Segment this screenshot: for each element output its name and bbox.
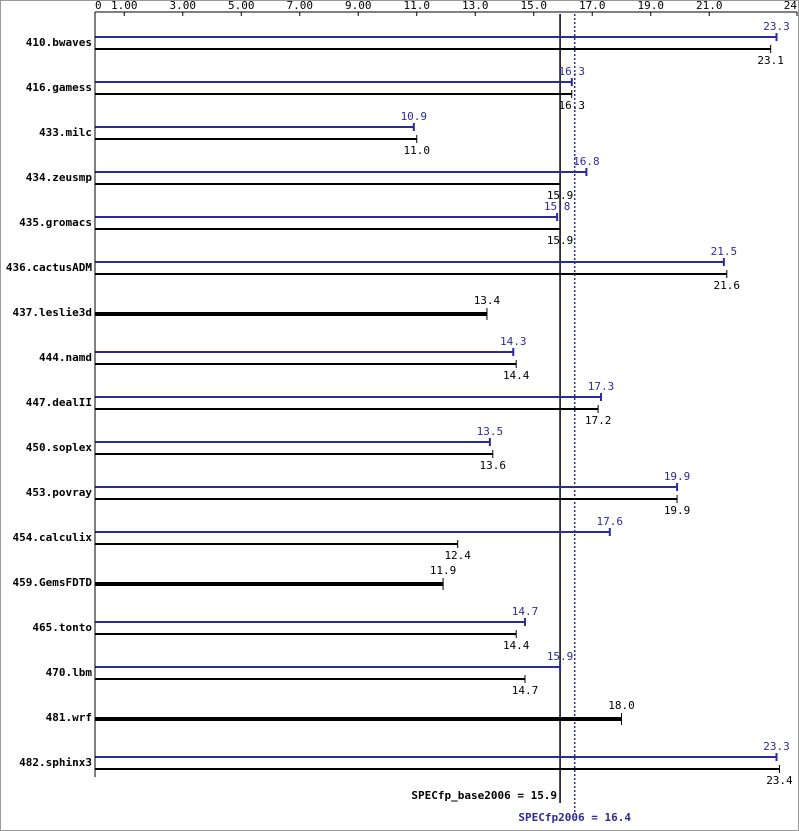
x-tick-label: 7.00 bbox=[287, 0, 314, 12]
category-label: 482.sphinx3 bbox=[19, 756, 92, 769]
value-label: 14.3 bbox=[500, 335, 527, 348]
value-label: 13.4 bbox=[474, 294, 501, 307]
category-label: 470.lbm bbox=[46, 666, 93, 679]
category-label: 433.milc bbox=[39, 126, 92, 139]
category-label: 481.wrf bbox=[46, 711, 92, 724]
value-label: 13.5 bbox=[477, 425, 504, 438]
value-label: 14.4 bbox=[503, 639, 530, 652]
x-tick-label: 13.0 bbox=[462, 0, 489, 12]
x-tick-label: 24.0 bbox=[784, 0, 799, 12]
value-label: 19.9 bbox=[664, 504, 691, 517]
x-tick-label: 15.0 bbox=[521, 0, 548, 12]
x-tick-label: 3.00 bbox=[170, 0, 197, 12]
value-label: 23.3 bbox=[763, 740, 790, 753]
value-label: 16.3 bbox=[559, 65, 586, 78]
value-label: 15.8 bbox=[544, 200, 571, 213]
value-label: 14.4 bbox=[503, 369, 530, 382]
x-tick-label: 11.0 bbox=[404, 0, 431, 12]
category-label: 410.bwaves bbox=[26, 36, 92, 49]
value-label: 17.2 bbox=[585, 414, 612, 427]
value-label: 11.0 bbox=[404, 144, 431, 157]
x-tick-label: 1.00 bbox=[111, 0, 138, 12]
category-label: 416.gamess bbox=[26, 81, 92, 94]
category-label: 454.calculix bbox=[13, 531, 93, 544]
value-label: 12.4 bbox=[444, 549, 471, 562]
reference-label: SPECfp_base2006 = 15.9 bbox=[411, 789, 557, 802]
x-tick-label: 21.0 bbox=[696, 0, 723, 12]
category-label: 434.zeusmp bbox=[26, 171, 93, 184]
value-label: 23.3 bbox=[763, 20, 790, 33]
x-tick-label: 0 bbox=[95, 0, 102, 12]
value-label: 21.6 bbox=[714, 279, 741, 292]
category-label: 447.dealII bbox=[26, 396, 92, 409]
value-label: 18.0 bbox=[608, 699, 635, 712]
value-label: 10.9 bbox=[401, 110, 428, 123]
value-label: 17.6 bbox=[597, 515, 624, 528]
value-label: 15.9 bbox=[547, 189, 574, 202]
value-label: 19.9 bbox=[664, 470, 691, 483]
value-label: 14.7 bbox=[512, 684, 539, 697]
category-label: 437.leslie3d bbox=[13, 306, 92, 319]
value-label: 17.3 bbox=[588, 380, 615, 393]
x-tick-label: 19.0 bbox=[638, 0, 665, 12]
value-label: 11.9 bbox=[430, 564, 457, 577]
category-label: 436.cactusADM bbox=[6, 261, 92, 274]
x-tick-label: 5.00 bbox=[228, 0, 255, 12]
value-label: 14.7 bbox=[512, 605, 539, 618]
reference-label: SPECfp2006 = 16.4 bbox=[518, 811, 631, 824]
value-label: 15.9 bbox=[547, 650, 574, 663]
value-label: 15.9 bbox=[547, 234, 574, 247]
category-label: 450.soplex bbox=[26, 441, 93, 454]
category-label: 459.GemsFDTD bbox=[13, 576, 93, 589]
x-tick-label: 9.00 bbox=[345, 0, 372, 12]
category-label: 444.namd bbox=[39, 351, 92, 364]
value-label: 13.6 bbox=[480, 459, 507, 472]
value-label: 23.4 bbox=[766, 774, 793, 787]
category-label: 453.povray bbox=[26, 486, 93, 499]
value-label: 16.8 bbox=[573, 155, 600, 168]
category-label: 465.tonto bbox=[32, 621, 92, 634]
x-tick-label: 17.0 bbox=[579, 0, 606, 12]
value-label: 16.3 bbox=[559, 99, 586, 112]
value-label: 23.1 bbox=[757, 54, 784, 67]
value-label: 21.5 bbox=[711, 245, 738, 258]
category-label: 435.gromacs bbox=[19, 216, 92, 229]
